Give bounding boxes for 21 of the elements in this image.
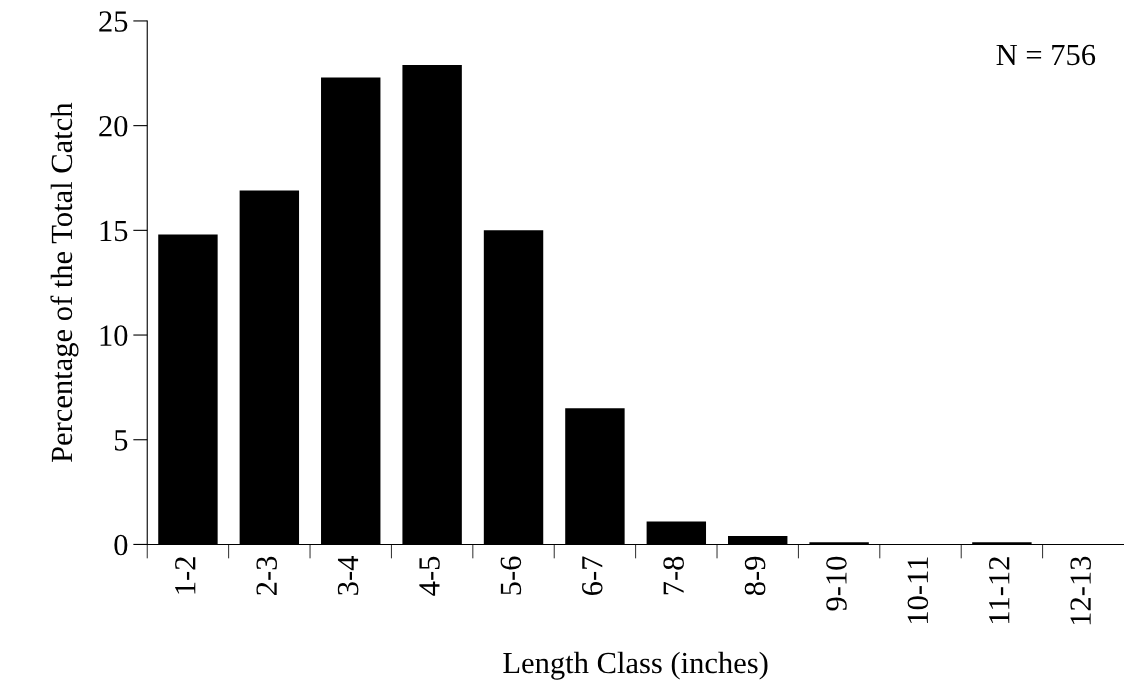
- annotation: N = 756: [996, 44, 1096, 66]
- x-tick-label: 5-6: [500, 556, 522, 595]
- y-tick-label: 25: [99, 11, 128, 32]
- x-axis-title: Length Class (inches): [503, 651, 768, 680]
- y-tick-label: 0: [114, 534, 128, 556]
- y-axis-title: Percentage of the Total Catch: [50, 102, 79, 463]
- x-tick-label: 10-11: [907, 557, 929, 623]
- x-tick-label: 6-7: [582, 556, 603, 595]
- y-tick-label: 10: [100, 325, 128, 346]
- x-tick-label: 9-10: [826, 556, 847, 611]
- x-tick-label: 1-2: [175, 557, 196, 594]
- x-tick-label: 7-8: [663, 556, 684, 595]
- x-tick-label: 8-9: [744, 556, 766, 596]
- x-tick-label: 12-13: [1070, 556, 1091, 625]
- x-tick-label: 3-4: [337, 556, 359, 595]
- x-tick-label: 11-12: [989, 557, 1010, 623]
- x-tick-label: 2-3: [256, 556, 277, 595]
- y-tick-label: 15: [100, 220, 128, 242]
- x-tick-label: 4-5: [419, 556, 440, 596]
- y-tick-label: 5: [114, 430, 128, 451]
- y-tick-label: 20: [99, 115, 128, 137]
